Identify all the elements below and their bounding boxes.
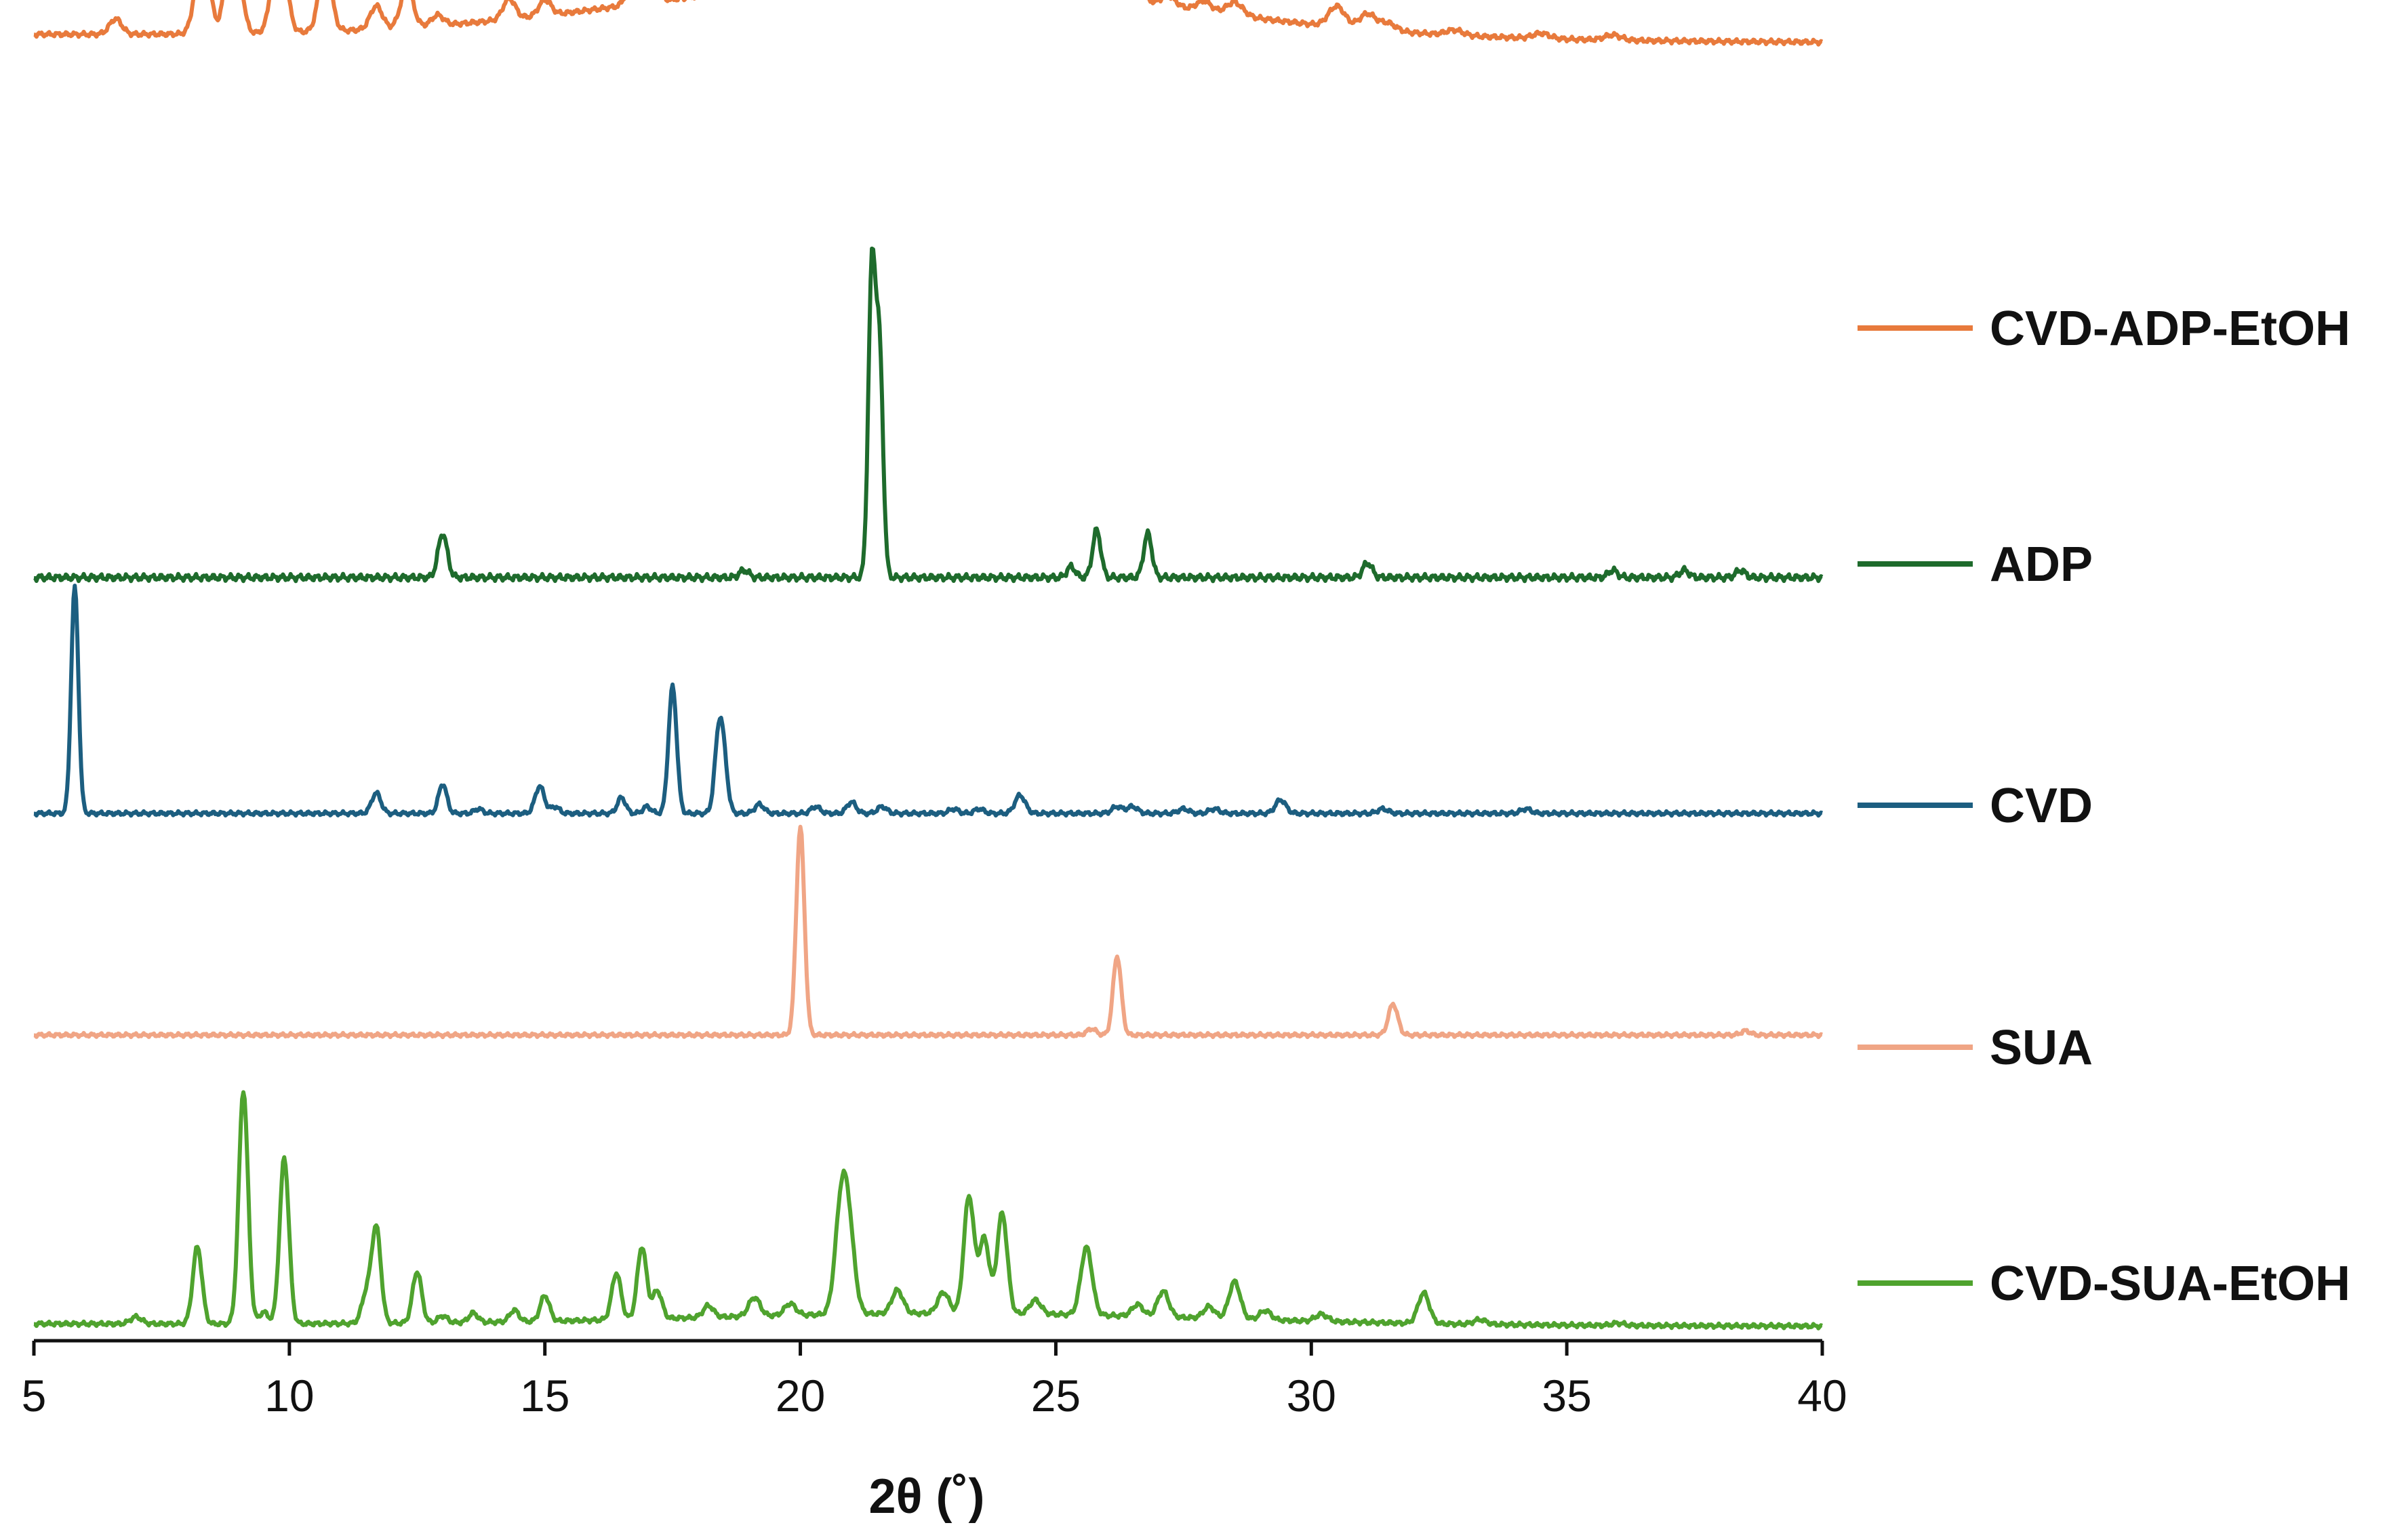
series-line-cvd-sua-etoh — [33, 1090, 1824, 1331]
diffraction-traces — [33, 0, 1824, 1331]
legend-label-cvd: CVD — [1990, 779, 2093, 833]
x-axis: 5 10 15 20 25 30 35 40 2θ (˚) — [22, 1339, 1847, 1524]
series-line-adp — [33, 246, 1824, 584]
legend-label-adp: ADP — [1990, 538, 2093, 592]
x-tick-label-40: 40 — [1797, 1371, 1847, 1421]
legend-label-sua: SUA — [1990, 1021, 2093, 1075]
legend-label-cvd-sua-etoh: CVD-SUA-EtOH — [1990, 1257, 2350, 1311]
series-line-cvd — [33, 584, 1824, 818]
series-line-cvd-adp-etoh — [33, 0, 1824, 47]
x-tick-label-30: 30 — [1287, 1371, 1336, 1421]
x-tick-label-25: 25 — [1031, 1371, 1081, 1421]
legend: CVD-ADP-EtOH ADP CVD SUA CVD-SUA-EtOH — [1858, 302, 2350, 1311]
x-tick-label-15: 15 — [520, 1371, 569, 1421]
x-tick-label-20: 20 — [776, 1371, 825, 1421]
legend-label-cvd-adp-etoh: CVD-ADP-EtOH — [1990, 302, 2350, 356]
x-tick-label-5: 5 — [22, 1371, 47, 1421]
x-tick-label-35: 35 — [1542, 1371, 1591, 1421]
x-ticks: 5 10 15 20 25 30 35 40 — [22, 1341, 1847, 1421]
series-line-sua — [33, 824, 1824, 1040]
x-axis-title: 2θ (˚) — [869, 1470, 985, 1524]
x-tick-label-10: 10 — [264, 1371, 314, 1421]
